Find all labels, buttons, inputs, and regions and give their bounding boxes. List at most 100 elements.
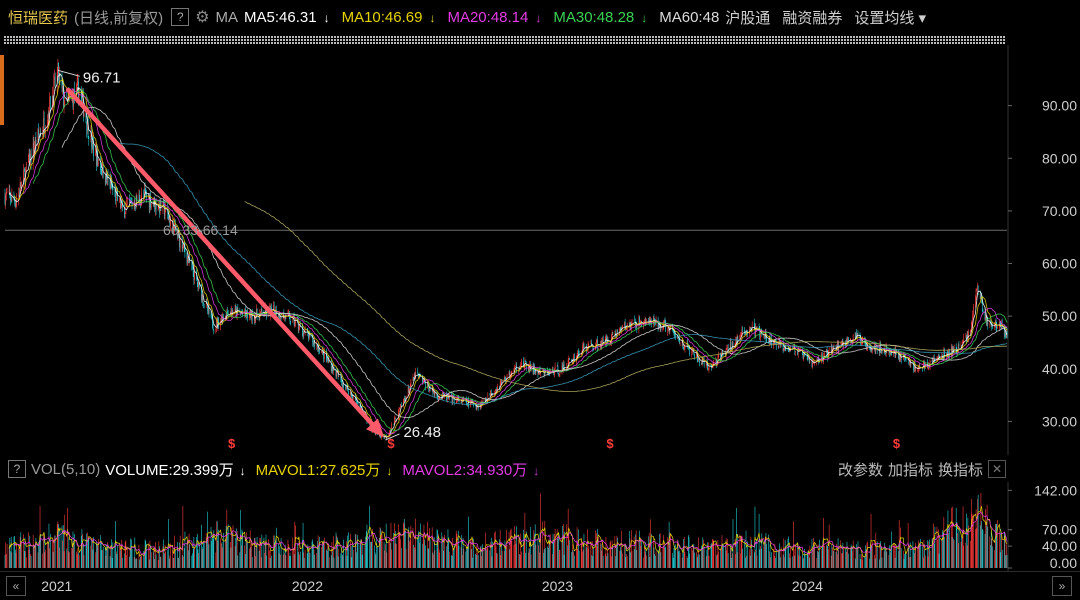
volume-bar <box>981 528 983 568</box>
volume-bar <box>125 540 127 568</box>
scroll-left-button[interactable]: « <box>6 576 26 596</box>
volume-bar <box>433 554 434 568</box>
candle <box>76 82 78 86</box>
candle <box>616 330 618 337</box>
scroll-right-button[interactable]: » <box>1052 576 1072 596</box>
volume-bar <box>542 521 544 568</box>
candle <box>81 95 83 98</box>
candle <box>606 339 608 344</box>
volume-bar <box>487 547 489 568</box>
set-ma-button[interactable]: 设置均线 ▾ <box>854 9 927 27</box>
candle <box>523 364 525 367</box>
candle <box>194 270 195 281</box>
volume-bar <box>520 533 522 568</box>
candle <box>955 346 957 351</box>
candle <box>394 418 395 425</box>
volume-bar <box>569 540 570 568</box>
help-icon[interactable]: ? <box>171 8 190 26</box>
volume-bar <box>129 556 130 568</box>
volume-bar <box>408 527 410 568</box>
candle <box>188 257 189 263</box>
volume-bar <box>633 536 635 568</box>
volume-bar <box>688 536 690 568</box>
volume-bar <box>462 537 464 568</box>
volume-bar <box>539 532 541 568</box>
candle <box>125 206 127 214</box>
candle <box>900 353 901 361</box>
candle <box>585 346 587 350</box>
link-hsgt[interactable]: 沪股通 <box>725 9 771 27</box>
candle <box>775 339 776 341</box>
volume-bar <box>739 534 741 568</box>
volume-bar <box>96 542 97 568</box>
candle <box>418 375 420 377</box>
volume-bar <box>712 539 713 568</box>
volume-bar <box>764 536 766 568</box>
edit-params-button[interactable]: 改参数 <box>837 461 883 479</box>
volume-bar <box>182 505 184 568</box>
candle <box>592 345 594 349</box>
volume-bar <box>929 539 930 568</box>
volume-bar <box>380 528 381 568</box>
candle <box>172 221 174 236</box>
candle <box>155 200 157 211</box>
candle <box>624 321 626 328</box>
candle <box>126 203 127 207</box>
candle <box>109 178 111 189</box>
volume-bar <box>734 539 736 568</box>
candle <box>141 192 142 200</box>
candle <box>499 382 501 388</box>
volume-bar <box>475 555 477 568</box>
add-indicator-button[interactable]: 加指标 <box>887 461 933 479</box>
candle <box>182 244 184 249</box>
volume-bar <box>883 551 885 568</box>
volume-bar <box>611 540 613 568</box>
link-margin[interactable]: 融资融券 <box>782 9 843 27</box>
volume-bar <box>587 529 588 568</box>
volume-bar <box>53 540 55 568</box>
close-icon[interactable]: ✕ <box>988 460 1006 478</box>
volume-bar <box>744 540 745 568</box>
candle <box>917 369 919 370</box>
volume-bar <box>631 530 632 568</box>
switch-indicator-button[interactable]: 换指标 <box>937 461 983 479</box>
candle <box>165 206 167 213</box>
candle <box>433 390 435 396</box>
candle <box>5 194 6 204</box>
volume-bar <box>83 555 85 568</box>
candle <box>784 345 786 349</box>
volume-bar <box>862 554 864 568</box>
volume-bar <box>893 542 894 568</box>
y-tick-label: 70.00 <box>1042 203 1077 219</box>
volume-bar <box>111 557 113 568</box>
candle <box>191 262 193 266</box>
volume-bar <box>419 542 421 568</box>
volume-bar <box>922 546 923 568</box>
gear-icon[interactable]: ⚙ <box>195 9 210 26</box>
volume-bar <box>10 536 12 568</box>
candle <box>548 370 550 375</box>
volume-help-icon[interactable]: ? <box>8 460 26 478</box>
candle <box>741 329 743 336</box>
candle <box>144 189 145 195</box>
candle <box>596 340 597 346</box>
volume-bar <box>908 547 910 568</box>
volume-bar <box>891 531 892 568</box>
volume-bar <box>424 539 425 568</box>
volume-bar <box>677 539 678 568</box>
volume-bar <box>417 536 419 568</box>
candle <box>124 213 126 218</box>
candle <box>264 307 266 315</box>
candle <box>134 203 136 208</box>
volume-bar <box>951 537 953 568</box>
price-chart[interactable]: 30.0040.0050.0060.0070.0080.0090.0096.71… <box>0 45 1080 455</box>
candle <box>240 312 241 314</box>
volume-bar <box>16 542 17 568</box>
candle <box>409 388 410 393</box>
volume-bar <box>69 552 70 568</box>
volume-bar <box>297 543 298 568</box>
candle <box>513 368 515 371</box>
volume-bar <box>653 547 655 568</box>
candle <box>538 372 539 375</box>
